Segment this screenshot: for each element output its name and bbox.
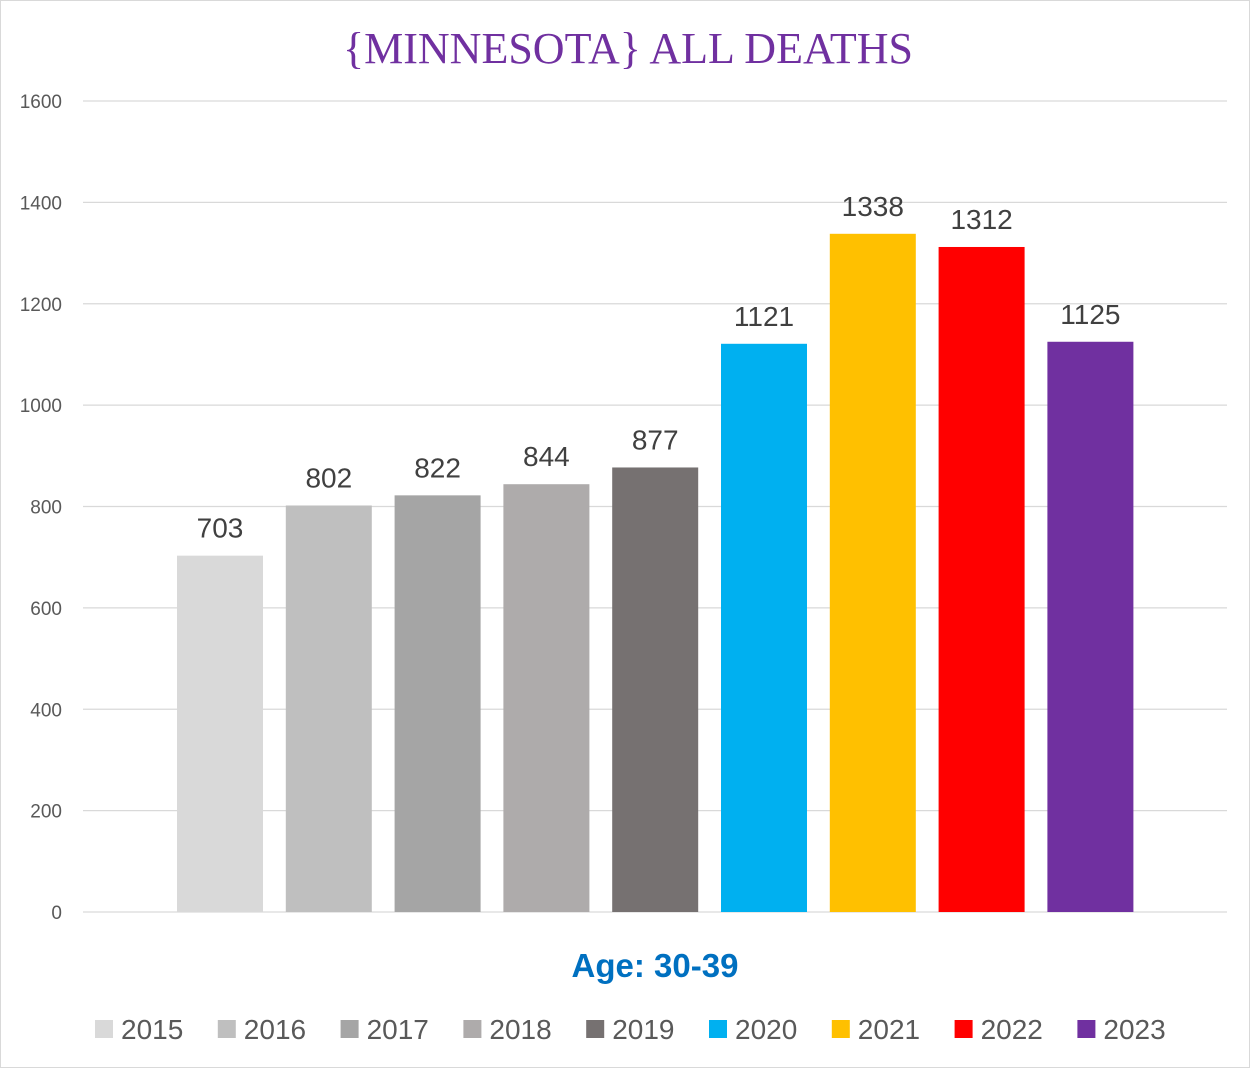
data-label-2016: 802 [305,462,352,493]
y-tick-label: 1600 [20,92,62,113]
y-tick-label: 600 [30,599,62,620]
legend-swatch [463,1020,482,1038]
y-tick-label: 400 [30,700,62,721]
bar-2018 [503,484,590,912]
y-axis-ticks: 0 200 400 600 800 1000 1200 1400 1600 [20,92,62,924]
bar-2020 [721,343,807,913]
legend-label: 2023 [1103,1014,1165,1045]
legend-item-2019: 2019 [586,1014,674,1045]
legend-swatch [586,1020,605,1038]
legend-item-2015: 2015 [95,1014,183,1045]
legend-item-2016: 2016 [217,1014,306,1045]
y-tick-label: 200 [30,802,62,823]
bar-2016 [285,505,372,912]
data-label-2018: 844 [523,441,570,472]
data-label-2019: 877 [632,424,679,455]
data-label-2022: 1312 [950,204,1012,235]
legend-swatch [709,1020,727,1038]
legend-label: 2015 [121,1014,183,1045]
legend-item-2017: 2017 [340,1014,429,1045]
bar-2022 [938,246,1025,913]
legend-swatch [1077,1020,1096,1038]
legend-label: 2021 [858,1014,920,1045]
y-tick-label: 1200 [20,295,62,316]
legend-swatch [340,1020,359,1038]
y-tick-label: 0 [51,903,62,924]
bars [177,233,1134,913]
data-label-2017: 822 [414,452,461,483]
y-tick-label: 1000 [20,396,62,417]
chart-title: {MINNESOTA} ALL DEATHS [343,24,913,73]
legend-swatch [954,1020,973,1038]
legend-swatch [217,1020,236,1038]
y-tick-label: 800 [30,498,62,519]
data-label-2023: 1125 [1060,299,1120,330]
y-tick-label: 1400 [20,193,62,214]
data-label-2021: 1338 [842,191,904,222]
bar-2015 [177,555,263,912]
legend-label: 2017 [367,1014,429,1045]
x-axis-label: Age: 30-39 [572,947,739,984]
legend-item-2023: 2023 [1077,1014,1166,1045]
legend-item-2020: 2020 [709,1014,797,1045]
bar-2023 [1047,341,1134,912]
data-label-2015: 703 [197,513,244,544]
legend-item-2018: 2018 [463,1014,552,1045]
data-label-2020: 1121 [734,301,794,332]
bar-2019 [612,467,699,912]
legend-item-2022: 2022 [954,1014,1043,1045]
legend-swatch [95,1020,113,1038]
legend-label: 2022 [981,1014,1043,1045]
legend-label: 2018 [489,1014,551,1045]
legend-label: 2019 [612,1014,674,1045]
bar-2017 [394,495,481,912]
legend-swatch [831,1020,850,1038]
data-labels: 703 802 822 844 877 1121 1338 1312 1125 [197,191,1121,544]
legend-item-2021: 2021 [831,1014,920,1045]
bar-2021 [829,233,916,912]
legend-label: 2020 [735,1014,797,1045]
legend-label: 2016 [244,1014,306,1045]
legend: 2015 2016 2017 2018 2019 2020 2021 2022 2023 [95,1014,1166,1045]
